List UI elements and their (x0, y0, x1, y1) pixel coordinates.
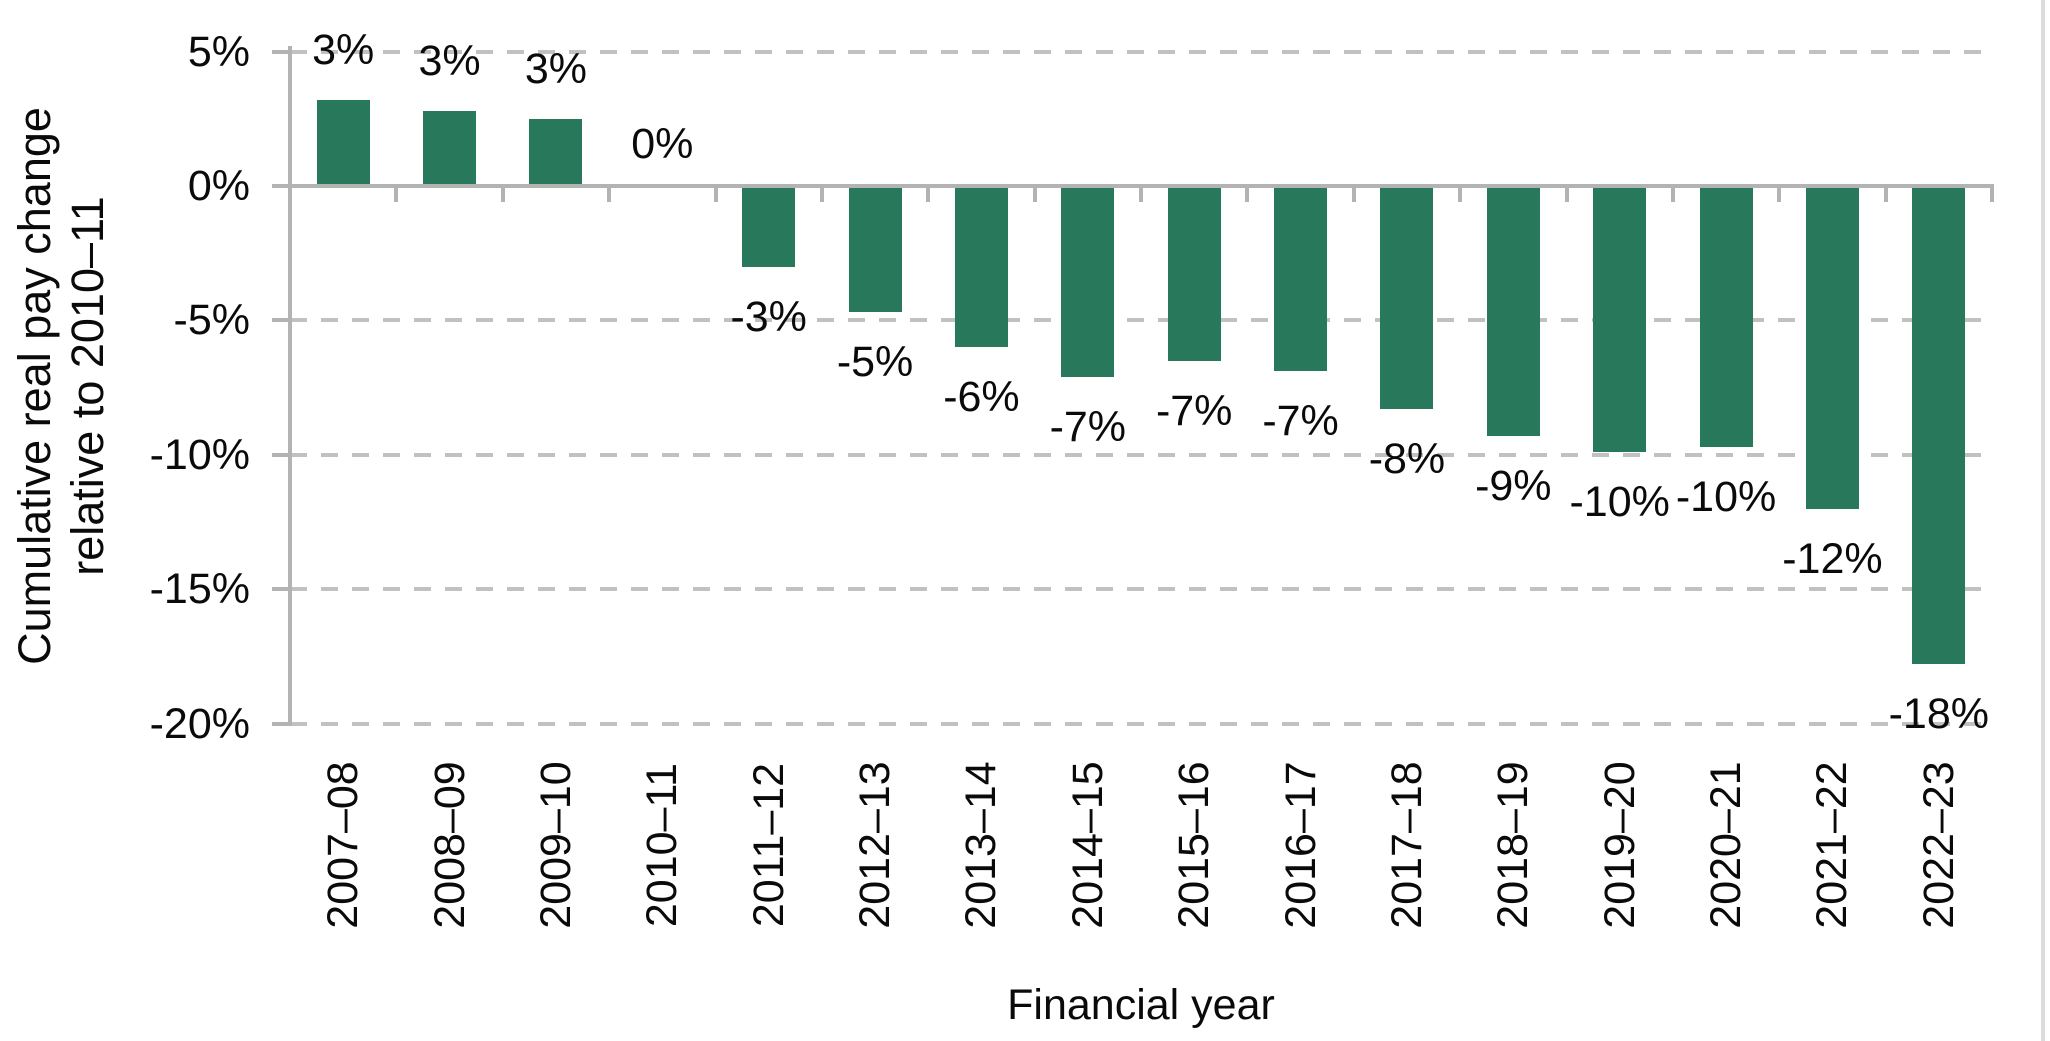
x-tick-mark (1245, 186, 1250, 202)
gridline-5% (290, 49, 1992, 54)
bar-value-label: -10% (1569, 478, 1670, 527)
x-tick-label-2021–22: 2021–22 (1808, 761, 1857, 929)
bar-value-label: -5% (836, 338, 914, 387)
x-tick-mark (1139, 186, 1143, 202)
bar-value-label: -6% (943, 373, 1020, 422)
bar-value-label: -9% (1475, 461, 1552, 510)
x-tick-label-2016–17: 2016–17 (1276, 761, 1325, 929)
bar-value-label: 3% (418, 36, 481, 85)
bar-value-label: -18% (1888, 690, 1989, 739)
bar-value-label: -7% (1262, 397, 1339, 446)
x-tick-mark (607, 186, 612, 202)
y-tick-label: -20% (149, 699, 250, 748)
y-tick-mark (272, 452, 290, 457)
x-tick-label-2013–14: 2013–14 (957, 761, 1006, 929)
bar-2021–22 (1805, 186, 1859, 509)
x-tick-mark (1351, 186, 1356, 202)
x-tick-label-2018–19: 2018–19 (1489, 761, 1538, 929)
x-tick-mark (1777, 186, 1782, 202)
y-axis-line (288, 46, 292, 726)
y-axis-title-line2: relative to 2010–11 (62, 196, 113, 576)
y-tick-mark (272, 318, 290, 323)
x-tick-label-2019–20: 2019–20 (1595, 761, 1644, 929)
x-tick-label-2020–21: 2020–21 (1702, 761, 1751, 929)
bar-2019–20 (1593, 186, 1647, 453)
y-axis-title: Cumulative real pay change relative to 2… (8, 36, 116, 736)
x-tick-label-2008–09: 2008–09 (425, 761, 474, 929)
x-tick-label-2011–12: 2011–12 (744, 762, 793, 928)
bar-2017–18 (1380, 186, 1434, 410)
x-axis-line (288, 184, 1994, 188)
bar-2022–23 (1912, 186, 1966, 665)
x-tick-label-2014–15: 2014–15 (1063, 761, 1112, 929)
bar-value-label: 3% (524, 44, 588, 93)
gridline--5% (290, 318, 1992, 323)
bar-2012–13 (848, 186, 902, 313)
bar-2018–19 (1486, 186, 1540, 436)
bar-2008–09 (423, 110, 477, 186)
y-tick-mark (272, 587, 290, 592)
x-tick-mark (394, 186, 399, 202)
bar-2015–16 (1167, 186, 1221, 361)
bar-value-label: 0% (631, 120, 694, 168)
x-tick-mark (819, 186, 824, 202)
x-tick-label-2010–11: 2010–11 (638, 762, 687, 928)
bar-value-label: -12% (1782, 534, 1883, 583)
y-axis-title-line1: Cumulative real pay change (9, 107, 60, 665)
x-tick-mark (1670, 186, 1675, 202)
x-tick-mark (1458, 186, 1463, 202)
x-tick-label-2022–23: 2022–23 (1914, 761, 1963, 929)
bar-value-label: -7% (1155, 386, 1233, 435)
x-tick-label-2017–18: 2017–18 (1382, 761, 1431, 929)
bar-value-label: 3% (312, 25, 375, 74)
bar-value-label: -7% (1049, 402, 1127, 451)
bar-value-label: -10% (1675, 472, 1777, 521)
x-tick-label-2012–13: 2012–13 (851, 761, 900, 929)
x-tick-mark (713, 186, 718, 202)
bar-2011–12 (742, 186, 796, 267)
x-tick-mark (1032, 186, 1037, 202)
x-tick-label-2015–16: 2015–16 (1170, 761, 1219, 929)
gridline--10% (290, 452, 1992, 457)
x-tick-mark (926, 186, 931, 202)
x-tick-mark (1883, 186, 1888, 202)
bar-2009–10 (529, 118, 583, 186)
y-tick-label: -15% (149, 565, 250, 614)
y-tick-label: 0% (187, 162, 250, 210)
y-tick-label: -5% (173, 296, 250, 345)
bar-2016–17 (1274, 186, 1328, 372)
x-tick-mark (1564, 186, 1569, 202)
y-tick-label: 5% (187, 27, 250, 76)
y-tick-mark (272, 721, 290, 726)
bar-2020–21 (1699, 186, 1753, 447)
y-tick-mark (272, 49, 290, 54)
figure-right-edge (2041, 0, 2045, 1041)
bar-2007–08 (316, 99, 370, 186)
x-tick-mark (500, 186, 505, 202)
x-axis-title: Financial year (1007, 981, 1275, 1029)
bar-value-label: -8% (1368, 435, 1446, 484)
gridline--20% (290, 721, 1992, 726)
bar-2013–14 (954, 186, 1008, 348)
x-tick-label-2007–08: 2007–08 (319, 761, 368, 929)
x-tick-mark (1990, 186, 1994, 202)
y-tick-label: -10% (149, 430, 250, 479)
y-tick-mark (272, 184, 290, 188)
bar-value-label: -3% (730, 292, 807, 341)
bar-2014–15 (1061, 186, 1115, 377)
x-tick-label-2009–10: 2009–10 (531, 761, 580, 929)
gridline--15% (290, 587, 1992, 592)
